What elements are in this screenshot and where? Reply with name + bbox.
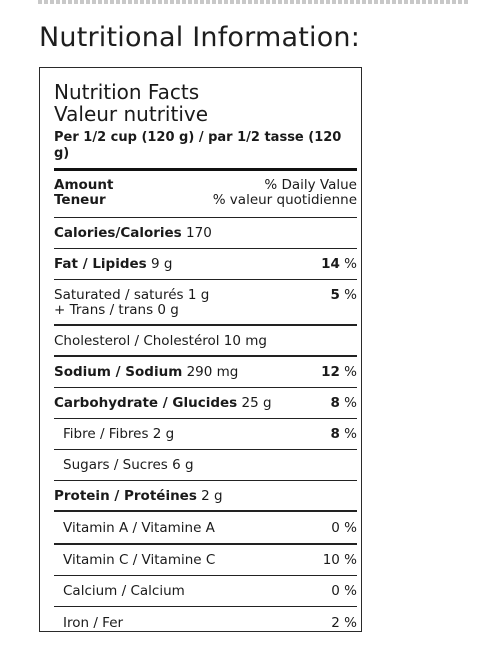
vitamin-name: Iron / Fer: [63, 614, 124, 631]
nutrition-facts-table: Nutrition Facts Valeur nutritive Per 1/2…: [54, 81, 357, 638]
vitamin-pct: 2 %: [331, 614, 357, 631]
vitamin-name: Calcium / Calcium: [63, 583, 185, 599]
vitamin-row: Calcium / Calcium 0 %: [54, 576, 357, 607]
fat-amount: 9 g: [151, 256, 173, 272]
fat-pct-sign: %: [344, 256, 357, 272]
amount-label-fr: Teneur: [54, 192, 106, 208]
saturated-line: Saturated / saturés 1 g: [54, 287, 210, 303]
fibre-line: Fibre / Fibres 2 g: [63, 426, 175, 442]
fibre-pct: 8: [330, 426, 340, 442]
thick-divider: [54, 168, 357, 171]
nutrition-title-fr: Valeur nutritive: [54, 102, 209, 126]
sodium-label: Sodium / Sodium: [54, 364, 183, 380]
amount-label-en: Amount: [54, 177, 114, 193]
sodium-pct-sign: %: [344, 364, 357, 380]
fibre-row: Fibre / Fibres 2 g 8 %: [54, 419, 357, 450]
carbohydrate-row: Carbohydrate / Glucides 25 g 8 %: [54, 388, 357, 419]
cholesterol-row: Cholesterol / Cholestérol 10 mg: [54, 326, 357, 357]
fat-pct: 14: [321, 256, 340, 272]
carbohydrate-pct: 8: [330, 395, 340, 411]
calories-value: 170: [186, 225, 212, 241]
protein-label: Protein / Protéines: [54, 487, 197, 504]
nutrition-title-en: Nutrition Facts: [54, 80, 200, 104]
serving-size: Per 1/2 cup (120 g) / par 1/2 tasse (120…: [54, 130, 342, 161]
vitamin-row: Vitamin A / Vitamine A 0 %: [54, 512, 357, 545]
protein-amount: 2 g: [201, 487, 223, 504]
protein-row: Protein / Protéines 2 g: [54, 481, 357, 512]
page-title: Nutritional Information:: [39, 22, 361, 53]
carbohydrate-amount: 25 g: [241, 395, 272, 411]
fat-row: Fat / Lipides 9 g 14 %: [54, 249, 357, 280]
saturated-trans-row: Saturated / saturés 1 g + Trans / trans …: [54, 280, 357, 326]
sodium-amount: 290 mg: [186, 364, 239, 380]
sodium-pct: 12: [321, 364, 340, 380]
vitamin-row: Vitamin C / Vitamine C 10 %: [54, 545, 357, 576]
header-row: Amount Teneur % Daily Value % valeur quo…: [54, 171, 357, 218]
saturated-pct-sign: %: [344, 287, 357, 303]
vitamin-name: Vitamin A / Vitamine A: [63, 519, 215, 536]
trans-line: + Trans / trans 0 g: [54, 302, 179, 318]
daily-value-label-fr: % valeur quotidienne: [212, 192, 357, 208]
calories-row: Calories/Calories 170: [54, 218, 357, 249]
cholesterol-line: Cholesterol / Cholestérol 10 mg: [54, 332, 268, 349]
fat-label: Fat / Lipides: [54, 256, 147, 272]
saturated-pct: 5: [330, 287, 340, 303]
vitamin-pct: 10 %: [322, 552, 357, 568]
fibre-pct-sign: %: [344, 426, 357, 442]
carbohydrate-label: Carbohydrate / Glucides: [54, 395, 238, 411]
sugars-line: Sugars / Sucres 6 g: [63, 457, 194, 473]
top-dotted-divider: [38, 0, 468, 4]
carbohydrate-pct-sign: %: [344, 395, 357, 411]
sugars-row: Sugars / Sucres 6 g: [54, 450, 357, 481]
nutrition-facts-panel: Nutrition Facts Valeur nutritive Per 1/2…: [39, 67, 362, 632]
vitamin-row: Iron / Fer 2 %: [54, 607, 357, 638]
vitamin-name: Vitamin C / Vitamine C: [63, 552, 216, 568]
vitamin-pct: 0 %: [331, 519, 357, 536]
vitamin-pct: 0 %: [331, 583, 357, 599]
sodium-row: Sodium / Sodium 290 mg 12 %: [54, 357, 357, 388]
calories-label: Calories/Calories: [54, 225, 182, 241]
daily-value-label-en: % Daily Value: [264, 177, 357, 193]
